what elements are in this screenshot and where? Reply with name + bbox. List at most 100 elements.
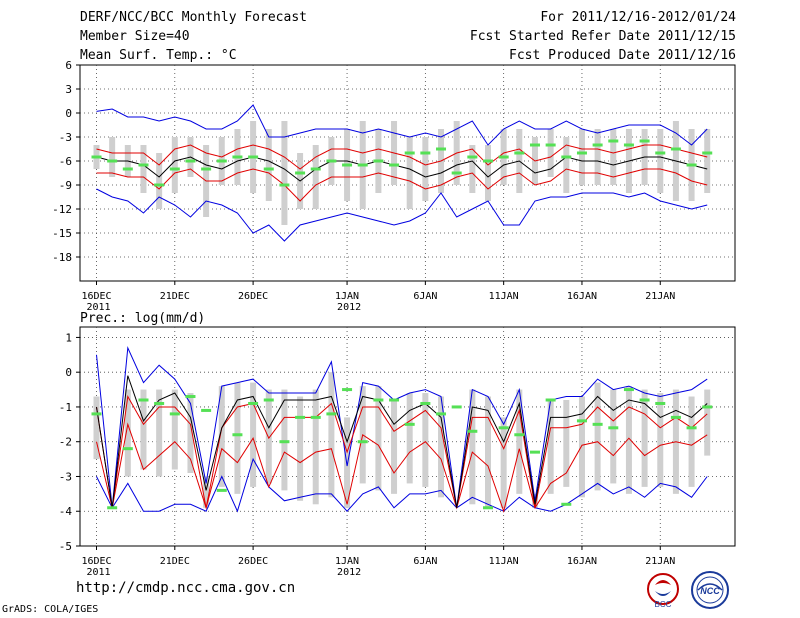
panel1-median-mark: [154, 183, 165, 187]
panel2-box-bar: [312, 389, 319, 505]
panel2-median-mark: [389, 398, 400, 402]
panel2-x-tick-label: 21DEC: [160, 556, 190, 567]
panel2-x-tick-label: 16JAN: [567, 556, 597, 567]
panel2-median-mark: [498, 426, 509, 430]
panel2-box-bar: [297, 396, 304, 501]
panel2-median-mark: [655, 401, 666, 405]
bcc-logo: BCC: [647, 573, 679, 609]
panel2-y-tick-label: -3: [59, 470, 72, 483]
panel2-box-bar: [203, 476, 210, 508]
panel1-x-tick-label: 21JAN: [645, 291, 675, 302]
member-size: Member Size=40: [80, 29, 190, 44]
bcc-logo-text: BCC: [655, 600, 672, 609]
panel2-box-bar: [547, 400, 554, 494]
panel2-x-tick-label: 21JAN: [645, 556, 675, 567]
panel2-title: Prec.: log(mm/d): [80, 311, 205, 326]
panel2-box-bar: [688, 396, 695, 487]
panel1-median-mark: [592, 143, 603, 147]
panel1-median-mark: [310, 167, 321, 171]
panel1-min-line: [96, 188, 708, 242]
panel2-box-bar: [93, 396, 100, 460]
panel2-box-bar: [641, 389, 648, 487]
panel1-median-mark: [608, 139, 619, 143]
panel2-box-bar: [438, 396, 445, 498]
panel2-mean-line: [96, 375, 708, 508]
panel1-median-mark: [185, 159, 196, 163]
panel2-y-tick-label: -1: [59, 401, 72, 414]
panel2-box-bar: [187, 393, 194, 473]
panel1-median-mark: [326, 159, 337, 163]
panel1-median-mark: [404, 151, 415, 155]
panel2-y-tick-label: -4: [59, 505, 73, 518]
panel2-median-mark: [169, 412, 180, 416]
panel1-box-bar: [171, 137, 178, 193]
panel1-x-tick-label: 2011: [87, 302, 111, 313]
panel2-x-tick-label: 26DEC: [238, 556, 268, 567]
panel1-median-mark: [122, 167, 133, 171]
panel1-x-tick-label: 26DEC: [238, 291, 268, 302]
panel2-box-bar: [281, 389, 288, 491]
panel1-x-tick-label: 11JAN: [489, 291, 519, 302]
panel2-box-bar: [610, 389, 617, 484]
panel2-median-mark: [185, 395, 196, 399]
panel1-median-mark: [201, 167, 212, 171]
panel1-median-mark: [436, 147, 447, 151]
panel2-median-mark: [670, 415, 681, 419]
panel2-median-mark: [216, 488, 227, 492]
panel1-box-bar: [704, 129, 711, 193]
panel2-box-bar: [124, 389, 131, 477]
chart-title: DERF/NCC/BCC Monthly Forecast: [80, 10, 307, 25]
panel1-median-mark: [248, 155, 259, 159]
panel1-median-mark: [514, 151, 525, 155]
grads-credit: GrADS: COLA/IGES: [2, 604, 99, 615]
panel2-median-mark: [686, 426, 697, 430]
panel1-plus_sd-line: [96, 144, 708, 170]
panel2-median-mark: [514, 433, 525, 437]
panel2-median-mark: [107, 506, 118, 510]
variable-label: Mean Surf. Temp.: °C: [80, 48, 237, 63]
panel2-median-mark: [561, 502, 572, 506]
panel2-box-bar: [140, 389, 147, 470]
ncc-logo-text: NCC: [700, 586, 720, 596]
panel2-frame: [79, 326, 736, 547]
panel1-box-bar: [547, 129, 554, 177]
panel2-box-bar: [594, 382, 601, 491]
panel2-median-mark: [451, 405, 462, 409]
panel2-median-mark: [483, 506, 493, 510]
panel1-median-mark: [389, 163, 400, 167]
panel2-median-mark: [404, 422, 415, 426]
panel1-x-tick-label: 16DEC: [81, 291, 111, 302]
panel1-median-mark: [467, 155, 478, 159]
panel2-y-tick-label: 0: [65, 366, 72, 379]
panel1-y-tick-label: 6: [65, 59, 72, 72]
panel2-median-mark: [576, 419, 587, 423]
panel2-median-mark: [295, 415, 306, 419]
panel1-median-mark: [576, 151, 587, 155]
panel1-median-mark: [623, 143, 634, 147]
panel1-median-mark: [295, 171, 306, 175]
panel1-frame: [79, 64, 736, 282]
panel2-median-mark: [420, 401, 431, 405]
panel2-box-bar: [218, 386, 225, 487]
panel2-box-bar: [328, 372, 335, 498]
panel1-median-mark: [639, 139, 650, 143]
panel1-x-tick-label: 2012: [337, 302, 361, 313]
panel1-median-mark: [91, 155, 102, 159]
panel2-median-mark: [232, 433, 243, 437]
panel2-x-tick-label: 1JAN: [335, 556, 359, 567]
panel2-median-mark: [529, 450, 540, 454]
panel2-x-tick-label: 2012: [337, 567, 361, 578]
panel2-y-tick-label: -5: [59, 540, 72, 553]
panel2-box-bar: [156, 389, 163, 477]
source-url[interactable]: http://cmdp.ncc.cma.gov.cn: [76, 580, 296, 596]
panel2-box-bar: [422, 393, 429, 487]
panel1-median-mark: [107, 159, 118, 163]
panel2-box-bar: [625, 386, 632, 494]
panel1-box-bar: [281, 121, 288, 225]
panel1-y-tick-label: -3: [59, 131, 72, 144]
panel1-y-tick-label: 0: [65, 107, 72, 120]
panel1-box-bar: [156, 153, 163, 209]
panel1-box-bar: [657, 129, 664, 193]
panel1-box-bar: [610, 129, 617, 185]
